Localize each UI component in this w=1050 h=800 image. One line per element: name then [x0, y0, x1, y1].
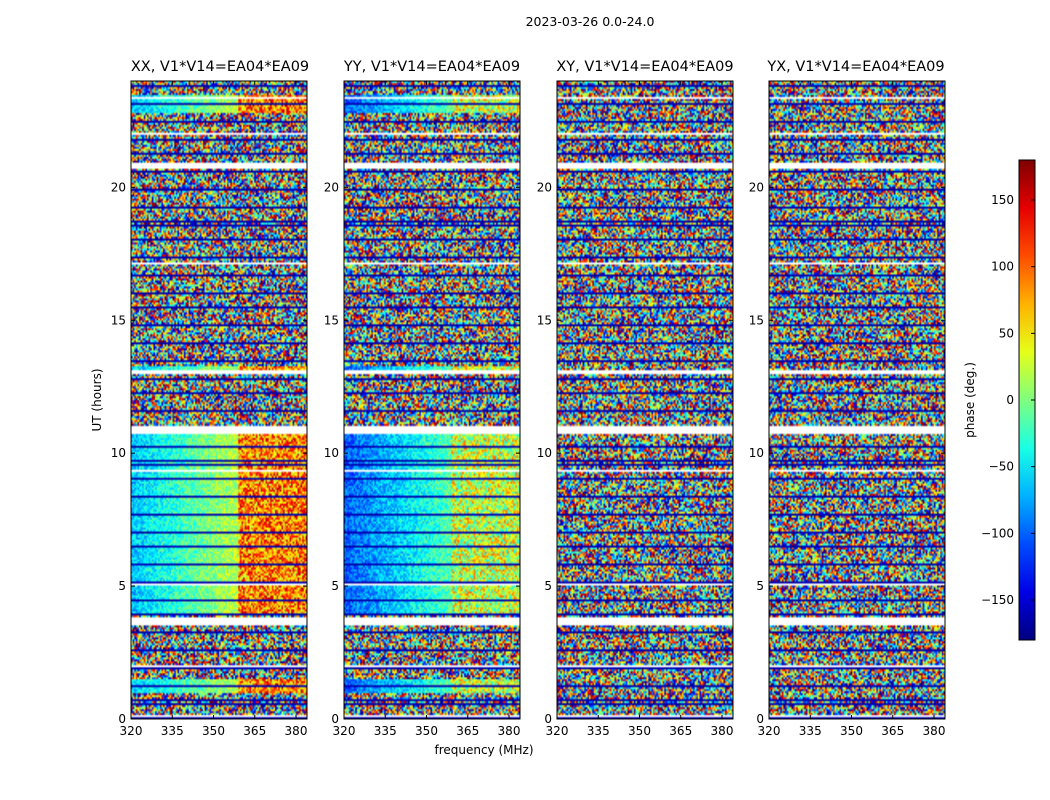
colorbar-tick-label: 0: [1006, 393, 1014, 407]
y-tick-label: 20: [111, 180, 126, 194]
x-tick-label: 380: [923, 724, 946, 738]
x-tick-label: 335: [374, 724, 397, 738]
y-tick-label: 15: [111, 313, 126, 327]
y-tick-label: 20: [749, 180, 764, 194]
y-tick-label: 20: [324, 180, 339, 194]
x-tick-label: 350: [202, 724, 225, 738]
panel-title-xy: XY, V1*V14=EA04*EA09: [556, 59, 734, 75]
x-tick-label: 335: [587, 724, 610, 738]
colorbar-tick-label: −100: [981, 526, 1014, 540]
x-tick-label: 380: [285, 724, 308, 738]
y-tick-label: 0: [756, 712, 764, 726]
y-tick-label: 10: [537, 446, 552, 460]
y-tick-label: 5: [331, 579, 339, 593]
x-tick-label: 320: [758, 724, 781, 738]
phase-heatmap-panel: [769, 81, 945, 719]
x-tick-label: 365: [456, 724, 479, 738]
y-tick-label: 0: [331, 712, 339, 726]
x-tick-label: 350: [415, 724, 438, 738]
phase-heatmap-panel: [131, 81, 307, 719]
panel-title-yx: YX, V1*V14=EA04*EA09: [767, 59, 945, 75]
colorbar-tick-label: −50: [989, 460, 1014, 474]
phase-heatmap-panel: [557, 81, 733, 719]
x-tick-label: 365: [669, 724, 692, 738]
y-tick-label: 5: [756, 579, 764, 593]
x-tick-label: 320: [120, 724, 143, 738]
y-tick-label: 10: [324, 446, 339, 460]
x-tick-label: 320: [333, 724, 356, 738]
colorbar-tick-label: 150: [991, 193, 1014, 207]
y-tick-label: 0: [544, 712, 552, 726]
x-tick-label: 335: [799, 724, 822, 738]
colorbar-label: phase (deg.): [963, 362, 977, 438]
figure-title: 2023-03-26 0.0-24.0: [525, 14, 655, 29]
y-tick-label: 5: [544, 579, 552, 593]
x-tick-label: 380: [711, 724, 734, 738]
panel-frame: [768, 80, 946, 720]
x-tick-label: 320: [546, 724, 569, 738]
x-tick-label: 350: [628, 724, 651, 738]
y-tick-label: 10: [749, 446, 764, 460]
panel-frame: [130, 80, 308, 720]
y-tick-label: 5: [118, 579, 126, 593]
x-tick-label: 365: [881, 724, 904, 738]
y-tick-label: 15: [749, 313, 764, 327]
x-tick-label: 365: [243, 724, 266, 738]
y-axis-label: UT (hours): [90, 368, 104, 432]
y-tick-label: 0: [118, 712, 126, 726]
panel-frame: [343, 80, 521, 720]
y-tick-label: 15: [537, 313, 552, 327]
x-axis-label: frequency (MHz): [434, 743, 534, 757]
y-tick-label: 15: [324, 313, 339, 327]
panel-frame: [556, 80, 734, 720]
colorbar-tick-label: 50: [999, 326, 1014, 340]
x-tick-label: 335: [161, 724, 184, 738]
colorbar-tick-label: −150: [981, 593, 1014, 607]
phase-heatmap-panel: [344, 81, 520, 719]
colorbar-tick-label: 100: [991, 260, 1014, 274]
y-tick-label: 10: [111, 446, 126, 460]
panel-title-yy: YY, V1*V14=EA04*EA09: [343, 59, 521, 75]
x-tick-label: 350: [840, 724, 863, 738]
panel-title-xx: XX, V1*V14=EA04*EA09: [130, 59, 310, 75]
x-tick-label: 380: [498, 724, 521, 738]
y-tick-label: 20: [537, 180, 552, 194]
